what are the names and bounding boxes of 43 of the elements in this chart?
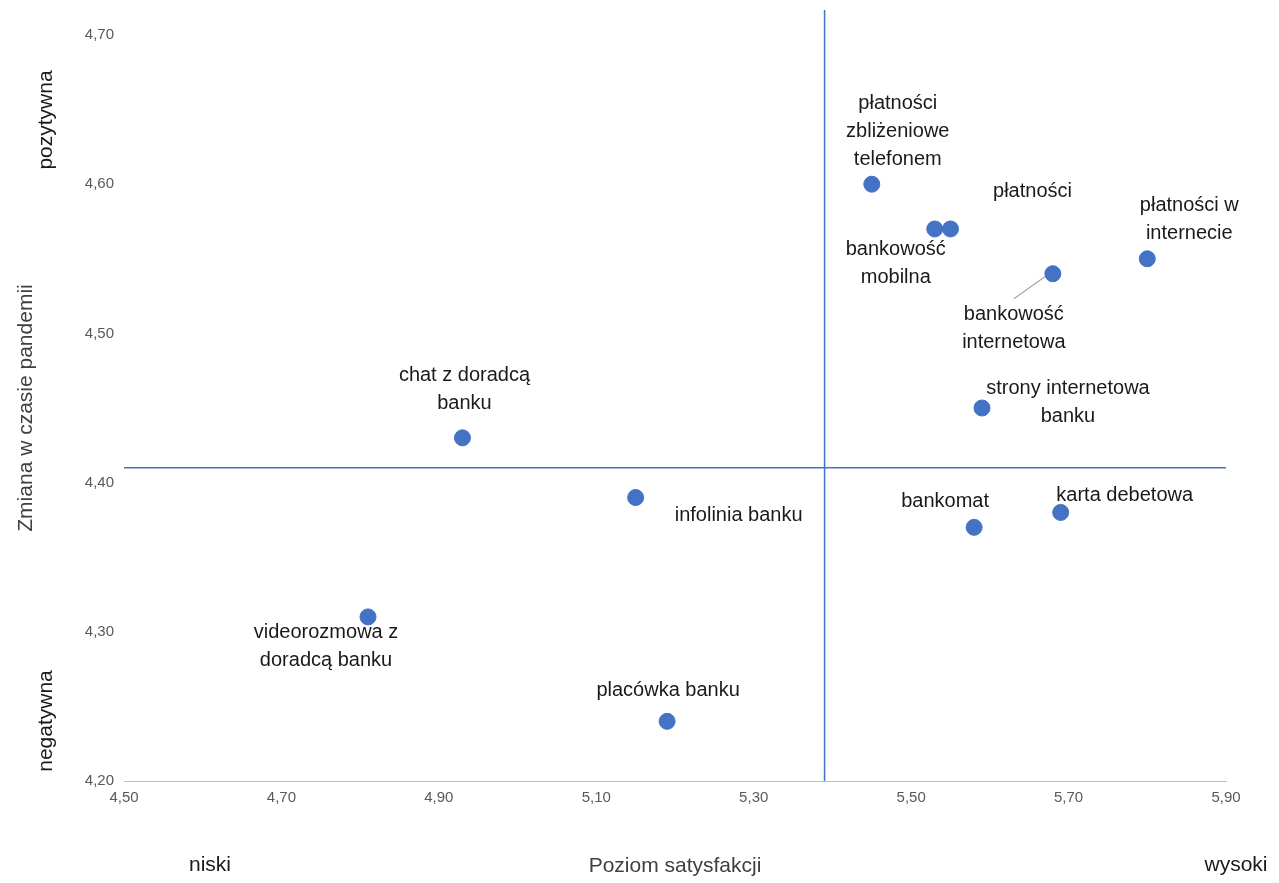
point (658, 712, 676, 730)
annotation: płatności w internecie (1139, 193, 1240, 244)
annotation: bankowość internetowa (962, 302, 1067, 353)
annotation: chat z doradcą banku (398, 363, 531, 414)
point (627, 489, 645, 507)
annotation: płatności zbliżeniowe telefonem (846, 90, 950, 169)
point (863, 175, 881, 193)
point (942, 220, 959, 238)
point (926, 220, 944, 238)
y-tick-label: 4,60 (84, 174, 114, 192)
x-axis-title: Poziom satysfakcji (588, 853, 762, 877)
annotation: infolinia banku (674, 503, 803, 526)
y-tick-label: 4,70 (84, 25, 114, 43)
x-tick-label: 5,30 (739, 788, 769, 806)
x-tick-label: 4,50 (109, 788, 139, 806)
point (1052, 503, 1070, 521)
x-tick-label: 4,70 (266, 788, 297, 806)
point (965, 518, 983, 536)
point (453, 429, 471, 447)
point (1138, 250, 1156, 268)
annotation: płatności (993, 179, 1072, 202)
y-tick-label: 4,40 (84, 472, 114, 490)
text: pozytywna (32, 70, 56, 170)
x-tick-label: 5,10 (581, 788, 611, 806)
annotation: strony internetowa banku (986, 375, 1151, 426)
text: wysoki (1203, 851, 1268, 875)
y-tick-label: 4,30 (84, 621, 114, 639)
annotation: karta debetowa (1056, 482, 1194, 505)
annotation: bankomat (901, 488, 990, 511)
text: negatywna (32, 669, 56, 772)
text: niski (188, 851, 232, 875)
x-tick-label: 4,90 (424, 788, 454, 806)
y-tick-label: 4,20 (84, 771, 114, 789)
point (973, 399, 991, 417)
y-axis-title: Zmiana w czasie pandemii (13, 284, 37, 532)
x-tick-label: 5,50 (896, 788, 926, 806)
annotation: placówka banku (596, 677, 740, 700)
y-tick-label: 4,50 (84, 323, 114, 341)
annotation: bankowość mobilna (845, 237, 946, 288)
x-tick-label: 5,90 (1211, 788, 1241, 806)
x-tick-label: 5,70 (1053, 788, 1084, 806)
point (1044, 265, 1062, 283)
annotation: videorozmowa z doradcą banku (253, 620, 399, 671)
